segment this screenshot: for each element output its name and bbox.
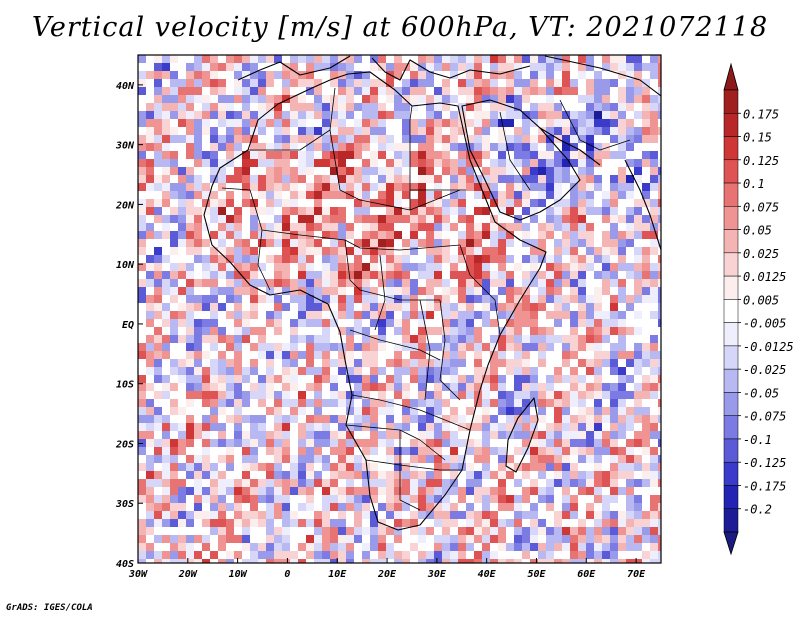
x-tick-label: 30E: [427, 569, 447, 580]
colorbar-segment: [723, 368, 739, 393]
colorbar-label: -0.0125: [743, 340, 794, 354]
colorbar-bottom-arrow: [723, 531, 739, 556]
colorbar-label: -0.005: [743, 317, 786, 331]
colorbar-label: 0.025: [743, 247, 779, 261]
colorbar-segment: [723, 113, 739, 137]
arabia-coastline: [461, 99, 581, 221]
map-plot-area: [138, 55, 661, 563]
y-tick-label: EQ: [122, 320, 134, 331]
africa-coastline: [203, 71, 547, 531]
madagascar-coastline: [505, 397, 539, 473]
colorbar-label: 0.15: [743, 131, 772, 145]
y-tick-label: 30S: [115, 499, 134, 510]
colorbar-segment: [723, 252, 739, 277]
colorbar-segment: [723, 461, 739, 486]
map-title: Vertical velocity [m/s] at 600hPa, VT: 2…: [31, 12, 769, 43]
credit-label: GrADS: IGES/COLA: [6, 603, 93, 613]
y-tick-label: 40N: [116, 81, 135, 92]
colorbar-segment: [723, 438, 739, 463]
x-tick-label: 70E: [627, 569, 646, 580]
colorbar-label: 0.175: [743, 107, 779, 121]
y-tick-label: 10N: [116, 260, 135, 271]
y-tick-label: 20S: [115, 439, 134, 450]
colorbar-segment: [723, 206, 739, 230]
colorbar-label: 0.075: [743, 200, 779, 214]
x-tick-label: 10W: [229, 569, 248, 580]
india-coastline: [624, 159, 661, 251]
colorbar-label: 0.1: [743, 177, 765, 191]
map-frame: [137, 54, 662, 564]
colorbar: 0.175 0.15 0.125 0.1 0.075 0.05 0.025 0.0125 0.0…: [723, 62, 794, 556]
x-tick-label: 30W: [128, 569, 148, 580]
y-tick-label: 30N: [115, 141, 135, 152]
y-tick-label: 40S: [116, 559, 134, 570]
colorbar-label: -0.175: [743, 479, 786, 493]
colorbar-segment: [723, 508, 739, 533]
colorbar-label: 0.005: [743, 293, 779, 307]
colorbar-segment: [723, 322, 739, 347]
europe-coastline: [237, 55, 661, 97]
colorbar-label: -0.05: [743, 386, 779, 400]
x-tick-label: 0: [284, 569, 290, 580]
colorbar-label: 0.0125: [743, 270, 786, 284]
colorbar-label: -0.025: [743, 363, 786, 377]
colorbar-label: -0.125: [743, 456, 786, 470]
x-tick-label: 50E: [527, 569, 546, 580]
colorbar-segment: [723, 136, 739, 161]
colorbar-label: -0.1: [743, 433, 772, 447]
colorbar-segment: [723, 182, 739, 207]
x-tick-label: 20W: [178, 569, 198, 580]
colorbar-segment: [723, 345, 739, 370]
x-tick-label: 20E: [377, 569, 397, 580]
colorbar-segment: [723, 485, 739, 509]
y-tick-label: 10S: [116, 380, 134, 391]
colorbar-segment: [723, 229, 739, 254]
colorbar-segment: [723, 89, 739, 114]
colorbar-segment: [723, 299, 739, 323]
country-borders: [221, 87, 631, 511]
longitude-axis: 30W 20W 10W 0 10E 20E 30E 40E 50E 60E 70E: [128, 558, 646, 580]
x-tick-label: 10E: [328, 569, 347, 580]
gulf-coastline: [539, 127, 601, 166]
x-tick-label: 40E: [478, 569, 497, 580]
x-tick-label: 60E: [577, 569, 596, 580]
colorbar-segment: [723, 415, 739, 440]
coastlines: [203, 55, 661, 531]
colorbar-segment: [723, 275, 739, 300]
colorbar-top-arrow: [723, 62, 739, 91]
colorbar-label: 0.05: [743, 224, 772, 238]
latitude-axis: 40N 30N 20N 10N EQ 10S 20S 30S 40S: [115, 81, 143, 570]
colorbar-segment: [723, 392, 739, 416]
colorbar-label: -0.2: [743, 503, 772, 517]
y-tick-label: 20N: [115, 200, 135, 211]
vertical-velocity-field: [138, 55, 661, 563]
colorbar-segment: [723, 159, 739, 184]
colorbar-label: -0.075: [743, 410, 786, 424]
colorbar-label: 0.125: [743, 154, 779, 168]
